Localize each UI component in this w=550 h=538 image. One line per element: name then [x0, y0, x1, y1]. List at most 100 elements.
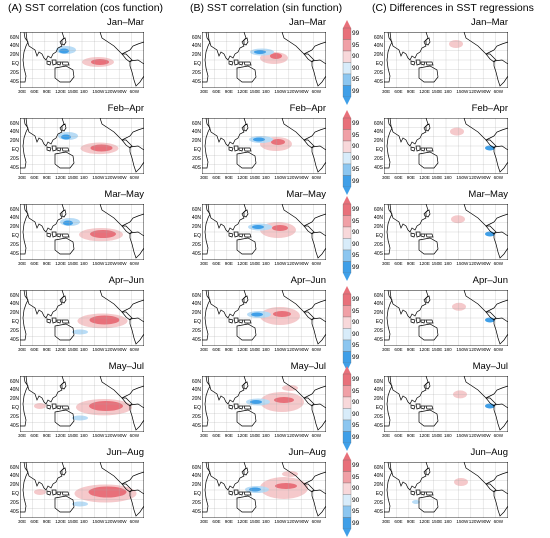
coastline — [233, 145, 239, 152]
lon-label: 120W — [286, 347, 299, 352]
lat-label: 20N — [373, 396, 383, 402]
sst-map — [384, 290, 508, 346]
coastline — [46, 60, 52, 66]
coastline — [243, 123, 249, 132]
colorbar-label: 90 — [352, 319, 360, 326]
coastline — [228, 318, 234, 324]
coastline — [228, 60, 234, 66]
colorbar-label: 95 — [352, 342, 360, 349]
coastline — [311, 489, 326, 517]
lon-label: 120W — [286, 175, 299, 180]
coastline — [389, 376, 429, 405]
colorbar-label: 99 — [352, 353, 360, 361]
lat-label: 20S — [374, 500, 383, 506]
map-panel-a-4: Apr–Jun 60N 40N 20N EQ 20S 40S 30E 60E 90E 120E 150… — [4, 275, 144, 352]
coastline — [228, 146, 234, 152]
season-label: Jan–Mar — [289, 17, 326, 28]
coastline — [410, 146, 416, 152]
coastline — [425, 61, 434, 66]
lon-label: 90E — [406, 175, 415, 180]
lon-label: 60E — [394, 175, 403, 180]
lon-label: 120E — [237, 347, 248, 352]
coastline — [56, 319, 62, 324]
lon-label: 150E — [67, 347, 79, 352]
coastline — [56, 147, 62, 152]
lat-label: 20N — [9, 52, 19, 58]
lon-label: 90E — [42, 347, 51, 352]
coastline — [99, 204, 144, 227]
coastline — [303, 397, 315, 407]
lon-label: 60W — [311, 89, 322, 94]
colorbar-label: 90 — [352, 64, 360, 72]
coastline — [202, 376, 211, 427]
season-label: Apr–Jun — [108, 275, 144, 286]
lat-label: 20S — [10, 242, 19, 248]
lon-label: 60W — [493, 261, 504, 266]
lat-label: 40N — [9, 215, 19, 221]
coastline — [61, 295, 67, 304]
coastline — [389, 118, 429, 147]
coastline — [56, 61, 62, 66]
lat-label: 40S — [192, 509, 201, 515]
sst-map — [20, 462, 144, 518]
lon-label: 120E — [55, 175, 66, 180]
coastline — [243, 233, 252, 238]
lon-label: 90E — [224, 347, 233, 352]
coastline — [389, 204, 429, 233]
lon-label: 150W — [456, 175, 469, 180]
coastline — [281, 204, 326, 227]
coastline — [202, 462, 211, 513]
lat-label: EQ — [11, 319, 19, 325]
lat-label: 20S — [192, 414, 201, 420]
lon-label: 30E — [382, 519, 391, 524]
lon-label: 120E — [237, 519, 248, 524]
coastline — [121, 225, 133, 235]
lon-label: 90W — [481, 175, 491, 180]
coastline — [243, 381, 249, 390]
lat-label: 60N — [191, 379, 201, 385]
lon-label: 120W — [468, 347, 481, 352]
map-panel-b-6: Jun–Aug 60N 40N 20N EQ 20S 40S 30E 60E 90E 120E 150… — [186, 447, 326, 524]
lon-label: 90E — [406, 519, 415, 524]
lat-label: 20S — [192, 328, 201, 334]
coastline — [410, 60, 416, 66]
coastline — [202, 118, 211, 169]
lon-label: 60W — [311, 347, 322, 352]
coastline — [61, 405, 70, 410]
anomaly-shading — [271, 139, 285, 145]
coastline — [281, 118, 326, 141]
season-label: Feb–Apr — [289, 103, 326, 114]
coastline — [238, 319, 244, 324]
sst-map — [202, 462, 326, 518]
lat-label: 20N — [373, 138, 383, 144]
lat-label: 40N — [373, 215, 383, 221]
season-label: Feb–Apr — [471, 103, 508, 114]
lon-label: 120W — [286, 433, 299, 438]
lon-label: 90W — [117, 89, 127, 94]
lon-label: 30E — [200, 347, 209, 352]
lon-label: 90W — [299, 433, 309, 438]
coastline — [418, 151, 439, 169]
coastline — [311, 145, 326, 173]
colorbar: 99 95 90 90 95 99 — [342, 110, 372, 196]
lon-label: 180 — [444, 175, 452, 180]
anomaly-shading — [61, 134, 71, 140]
lat-label: 20S — [374, 242, 383, 248]
coastline — [20, 204, 29, 255]
coastline — [61, 381, 67, 390]
lat-label: 20N — [9, 482, 19, 488]
coastline — [410, 404, 416, 410]
lat-label: 40N — [191, 387, 201, 393]
coastline — [129, 403, 144, 431]
lat-label: 40S — [192, 423, 201, 429]
lon-label: 60E — [30, 347, 39, 352]
lon-label: 30E — [382, 89, 391, 94]
colorbar-label: 95 — [352, 307, 360, 315]
coastline — [238, 405, 244, 410]
lat-label: EQ — [193, 233, 201, 239]
coastline — [384, 204, 393, 255]
lat-label: EQ — [11, 405, 19, 411]
lat-label: EQ — [375, 405, 383, 411]
lon-label: 150E — [67, 175, 79, 180]
anomaly-shading — [282, 385, 298, 391]
